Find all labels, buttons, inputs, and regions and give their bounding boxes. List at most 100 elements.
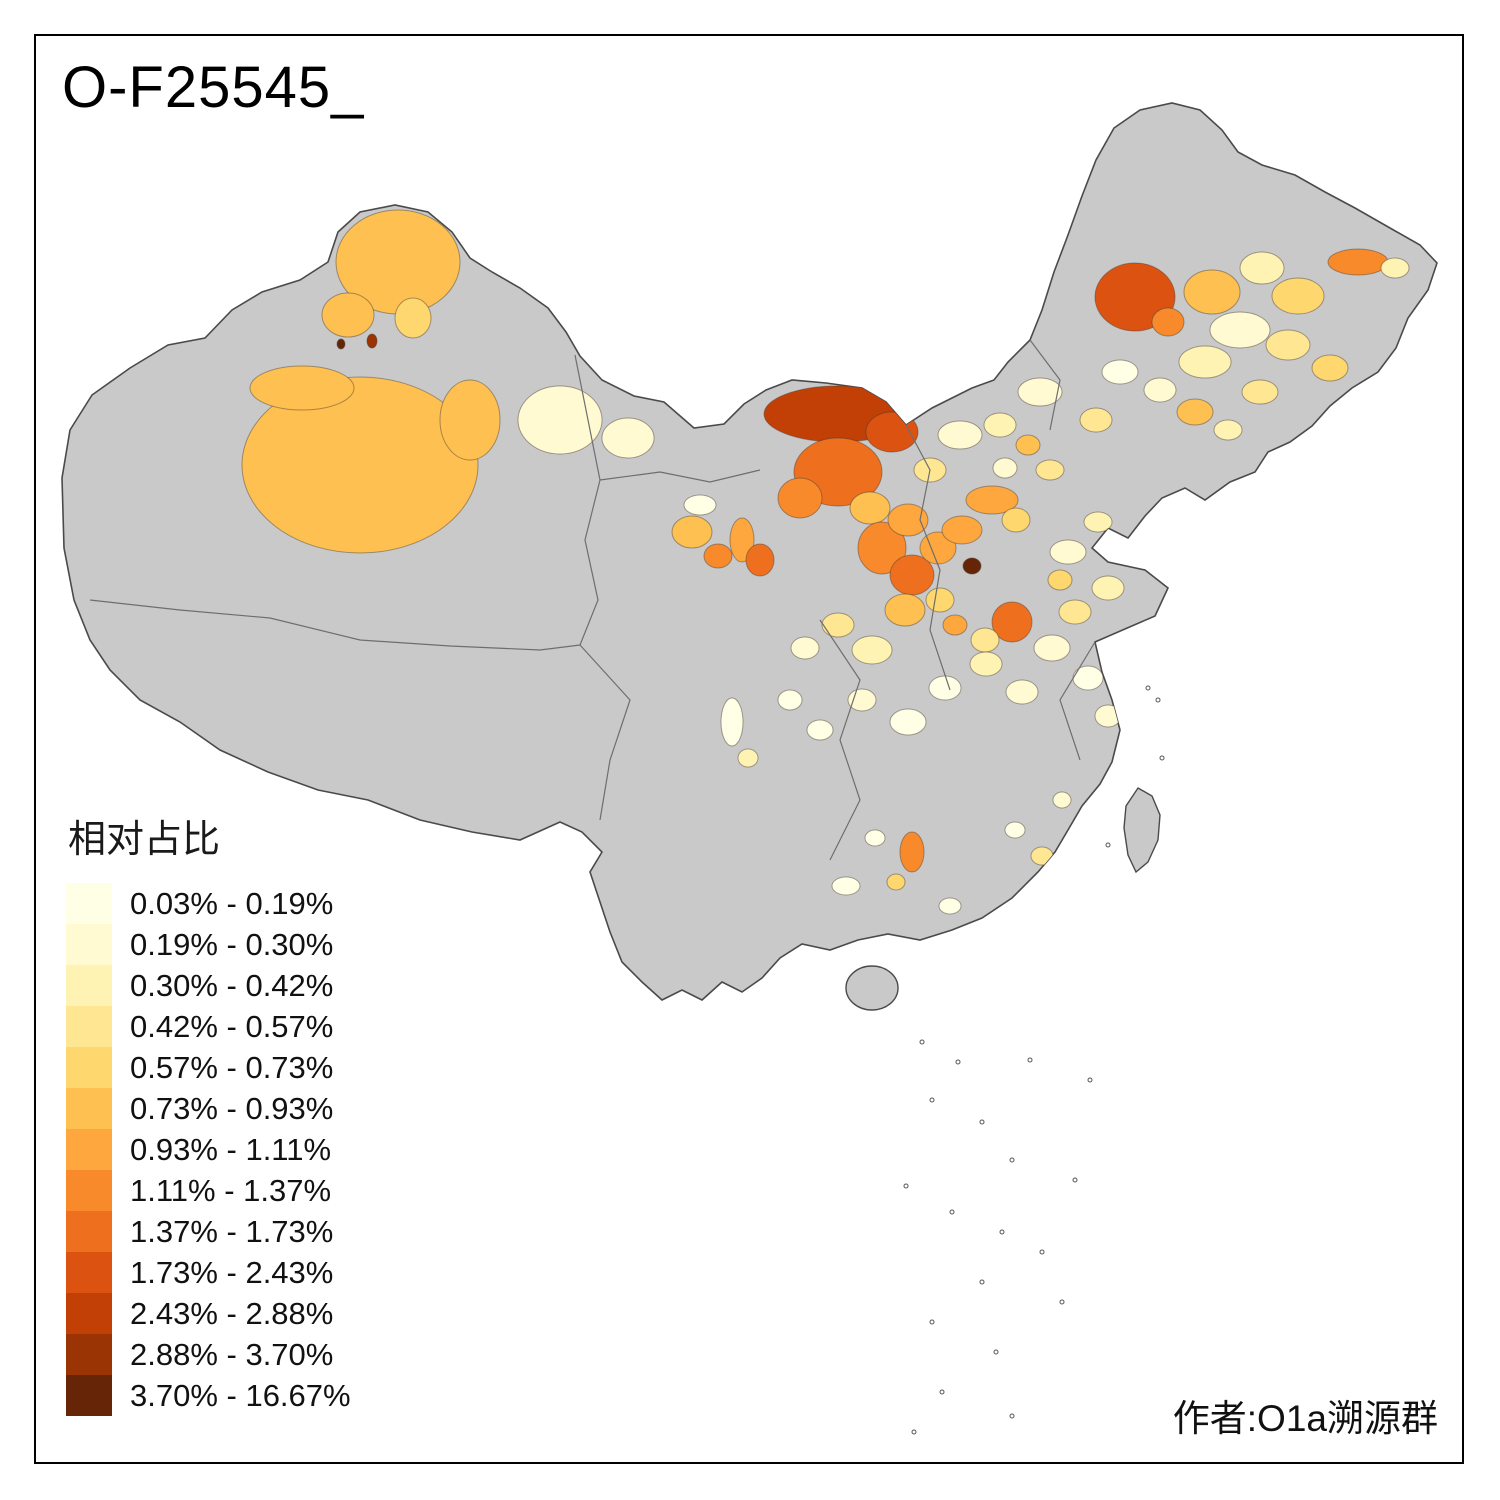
map-region xyxy=(925,587,955,613)
legend-swatch xyxy=(66,1334,112,1375)
province-border-line xyxy=(819,619,861,861)
map-region xyxy=(857,521,907,575)
map-region xyxy=(683,494,717,516)
legend-item: 0.19% - 0.30% xyxy=(66,924,351,965)
legend-label: 2.43% - 2.88% xyxy=(130,1295,334,1331)
legend-item: 0.42% - 0.57% xyxy=(66,1006,351,1047)
islet-dot xyxy=(1155,697,1161,703)
legend-label: 3.70% - 16.67% xyxy=(130,1377,351,1413)
islet-dot xyxy=(955,1059,961,1065)
legend-label: 1.73% - 2.43% xyxy=(130,1254,334,1290)
map-region xyxy=(887,503,929,537)
islet-dot xyxy=(979,1119,985,1125)
map-region xyxy=(1047,569,1073,591)
legend-swatch xyxy=(66,1006,112,1047)
islet-dot xyxy=(903,1183,909,1189)
map-region xyxy=(249,365,355,411)
province-border-line xyxy=(579,644,631,821)
islet-dot xyxy=(1087,1077,1093,1083)
islet-dot xyxy=(911,1429,917,1435)
map-region xyxy=(1049,539,1087,565)
map-region xyxy=(962,557,982,575)
legend-swatch xyxy=(66,1252,112,1293)
map-region xyxy=(394,297,432,339)
map-region xyxy=(1015,434,1041,456)
islet-dot xyxy=(1105,842,1111,848)
legend-item: 0.57% - 0.73% xyxy=(66,1047,351,1088)
map-region xyxy=(806,719,834,741)
attribution: 作者:O1a溯源群 xyxy=(1172,1398,1438,1439)
map-region xyxy=(847,688,877,712)
legend-label: 0.93% - 1.11% xyxy=(130,1131,332,1167)
map-region xyxy=(991,601,1033,643)
legend-swatch xyxy=(66,965,112,1006)
islet-dot xyxy=(1027,1057,1033,1063)
map-region xyxy=(886,873,906,891)
map-region xyxy=(1151,307,1185,337)
map-region xyxy=(899,831,925,873)
map-region xyxy=(439,379,501,461)
map-region xyxy=(601,417,655,459)
legend-swatch xyxy=(66,1170,112,1211)
legend-swatch xyxy=(66,924,112,965)
map-region xyxy=(937,420,983,450)
map-region xyxy=(777,689,803,711)
map-region xyxy=(938,897,962,915)
map-region xyxy=(1017,377,1063,407)
map-region xyxy=(1005,679,1039,705)
map-region xyxy=(1239,251,1285,285)
map-region xyxy=(720,697,744,747)
south-china-sea-islands xyxy=(903,685,1165,1435)
legend-item: 3.70% - 16.67% xyxy=(66,1375,351,1416)
legend-rows: 0.03% - 0.19% 0.19% - 0.30% 0.30% - 0.42% 0… xyxy=(66,883,351,1416)
legend-item: 0.03% - 0.19% xyxy=(66,883,351,924)
map-region xyxy=(1091,575,1125,601)
map-region xyxy=(790,636,820,660)
map-region xyxy=(1058,599,1092,625)
province-border-line xyxy=(599,469,761,483)
legend-item: 2.88% - 3.70% xyxy=(66,1334,351,1375)
legend-swatch xyxy=(66,1047,112,1088)
legend-label: 0.42% - 0.57% xyxy=(130,1008,334,1044)
map-region xyxy=(992,457,1018,479)
map-region xyxy=(737,748,759,768)
islet-dot xyxy=(1072,1177,1078,1183)
map-region xyxy=(1176,398,1214,426)
islet-dot xyxy=(949,1209,955,1215)
map-region xyxy=(777,477,823,519)
legend-swatch xyxy=(66,1088,112,1129)
islet-dot xyxy=(1009,1413,1015,1419)
map-region xyxy=(849,491,891,525)
islet-dot xyxy=(939,1389,945,1395)
legend-label: 0.30% - 0.42% xyxy=(130,967,334,1003)
taiwan-island xyxy=(1123,787,1161,874)
map-region xyxy=(1072,665,1104,691)
legend-label: 0.03% - 0.19% xyxy=(130,885,334,921)
map-region xyxy=(366,333,378,349)
map-region xyxy=(942,614,968,636)
legend-swatch xyxy=(66,883,112,924)
map-region xyxy=(1033,634,1071,662)
province-border-line xyxy=(905,424,951,691)
map-region xyxy=(1327,248,1389,276)
islet-dot xyxy=(1009,1157,1015,1163)
map-region xyxy=(1143,377,1177,403)
map-region xyxy=(831,876,861,896)
map-region xyxy=(517,385,603,455)
map-region xyxy=(884,593,926,627)
legend-item: 0.30% - 0.42% xyxy=(66,965,351,1006)
legend-swatch xyxy=(66,1211,112,1252)
map-region xyxy=(941,515,983,545)
map-region xyxy=(336,338,346,350)
legend-item: 1.37% - 1.73% xyxy=(66,1211,351,1252)
map-region xyxy=(1380,257,1410,279)
map-region xyxy=(703,543,733,569)
legend-swatch xyxy=(66,1293,112,1334)
map-region xyxy=(1079,407,1113,433)
islet-dot xyxy=(1145,685,1151,691)
map-region xyxy=(1035,459,1065,481)
legend-label: 0.73% - 0.93% xyxy=(130,1090,334,1126)
map-region xyxy=(1209,311,1271,349)
